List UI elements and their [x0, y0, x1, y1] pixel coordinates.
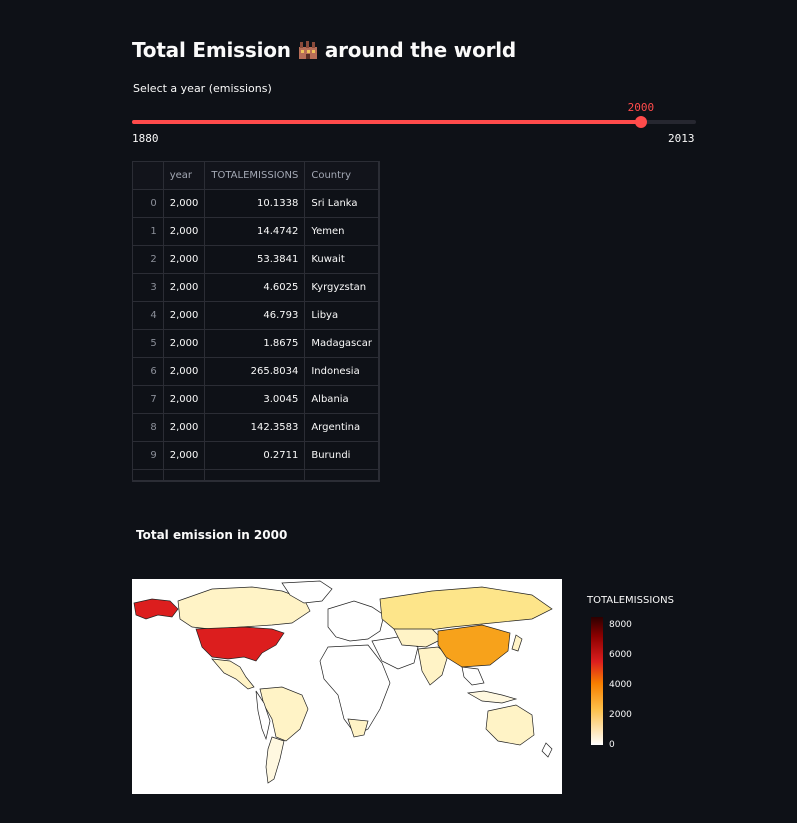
cell-emissions: 265.8034 [204, 357, 306, 386]
column-header-index[interactable] [133, 162, 164, 190]
data-table[interactable]: year TOTALEMISSIONS Country 0 2,000 10.133… [132, 161, 380, 482]
country-kazakhstan [393, 628, 443, 648]
table-header-row: year TOTALEMISSIONS Country [133, 162, 379, 190]
cell-year: 2,000 [163, 413, 206, 442]
cell-year: 2,000 [163, 189, 206, 218]
slider-label: Select a year (emissions) [133, 82, 272, 95]
row-index: 5 [133, 329, 164, 358]
cell-emissions: 0.2711 [204, 441, 306, 470]
cell-year: 2,000 [163, 301, 206, 330]
cell-empty [304, 469, 379, 481]
country-new-zealand [541, 742, 553, 758]
country-se-asia [461, 666, 485, 686]
cell-country: Indonesia [304, 357, 379, 386]
cell-emissions: 1.8675 [204, 329, 306, 358]
row-index: 0 [133, 189, 164, 218]
table-row-partial [133, 469, 379, 481]
cell-emissions: 142.3583 [204, 413, 306, 442]
factory-icon [297, 39, 319, 61]
cell-emissions: 10.1338 [204, 189, 306, 218]
country-indonesia [466, 690, 518, 704]
column-header-country[interactable]: Country [304, 162, 379, 190]
cell-empty [163, 469, 206, 481]
colorbar-tick: 8000 [609, 619, 632, 630]
table-row[interactable]: 8 2,000 142.3583 Argentina [133, 413, 379, 442]
cell-year: 2,000 [163, 385, 206, 414]
country-greenland [281, 580, 333, 604]
cell-emissions: 53.3841 [204, 245, 306, 274]
cell-year: 2,000 [163, 441, 206, 470]
country-europe [327, 600, 385, 642]
row-index: 1 [133, 217, 164, 246]
country-india [417, 646, 449, 686]
colorbar-tick: 6000 [609, 649, 632, 660]
slider-max-label: 2013 [668, 132, 695, 145]
table-row[interactable]: 6 2,000 265.8034 Indonesia [133, 357, 379, 386]
country-andes [255, 690, 271, 741]
column-header-emissions[interactable]: TOTALEMISSIONS [204, 162, 306, 190]
row-index: 9 [133, 441, 164, 470]
country-brazil [259, 686, 309, 742]
table-row[interactable]: 7 2,000 3.0045 Albania [133, 385, 379, 414]
row-index: 7 [133, 385, 164, 414]
cell-country: Madagascar [304, 329, 379, 358]
row-index: 3 [133, 273, 164, 302]
map-title: Total emission in 2000 [136, 528, 288, 542]
cell-country: Libya [304, 301, 379, 330]
column-header-year[interactable]: year [163, 162, 206, 190]
country-australia [485, 704, 535, 746]
table-row[interactable]: 4 2,000 46.793 Libya [133, 301, 379, 330]
cell-year: 2,000 [163, 217, 206, 246]
slider-fill [132, 120, 641, 124]
cell-empty [204, 469, 306, 481]
slider-value: 2000 [627, 101, 655, 114]
cell-emissions: 14.4742 [204, 217, 306, 246]
cell-emissions: 3.0045 [204, 385, 306, 414]
row-index: 8 [133, 413, 164, 442]
country-canada [177, 586, 311, 630]
table-row[interactable]: 3 2,000 4.6025 Kyrgyzstan [133, 273, 379, 302]
cell-emissions: 4.6025 [204, 273, 306, 302]
slider-thumb[interactable] [634, 116, 647, 128]
colorbar-tick: 2000 [609, 709, 632, 720]
country-alaska [133, 598, 179, 620]
table-row[interactable]: 0 2,000 10.1338 Sri Lanka [133, 189, 379, 218]
cell-year: 2,000 [163, 329, 206, 358]
table-row[interactable]: 9 2,000 0.2711 Burundi [133, 441, 379, 470]
cell-country: Yemen [304, 217, 379, 246]
colorbar [591, 617, 603, 745]
cell-country: Kuwait [304, 245, 379, 274]
cell-country: Argentina [304, 413, 379, 442]
country-japan [511, 634, 523, 652]
choropleth-map[interactable] [132, 579, 562, 794]
country-mexico [211, 658, 255, 690]
colorbar-tick: 4000 [609, 679, 632, 690]
cell-year: 2,000 [163, 357, 206, 386]
colorbar-tick: 0 [609, 740, 615, 750]
country-china [437, 624, 511, 668]
world-map [133, 580, 553, 784]
cell-country: Burundi [304, 441, 379, 470]
cell-country: Albania [304, 385, 379, 414]
cell-year: 2,000 [163, 273, 206, 302]
cell-empty [133, 469, 164, 481]
country-south-africa [347, 718, 369, 738]
country-argentina [265, 736, 285, 784]
cell-country: Kyrgyzstan [304, 273, 379, 302]
page-title: Total Emission around the world [132, 38, 517, 62]
row-index: 4 [133, 301, 164, 330]
table-row[interactable]: 1 2,000 14.4742 Yemen [133, 217, 379, 246]
country-russia [379, 586, 553, 632]
table-row[interactable]: 5 2,000 1.8675 Madagascar [133, 329, 379, 358]
country-usa [195, 626, 285, 662]
colorbar-title: TOTALEMISSIONS [587, 595, 674, 606]
cell-country: Sri Lanka [304, 189, 379, 218]
row-index: 6 [133, 357, 164, 386]
row-index: 2 [133, 245, 164, 274]
table-row[interactable]: 2 2,000 53.3841 Kuwait [133, 245, 379, 274]
slider-track[interactable] [132, 120, 696, 124]
slider-min-label: 1880 [132, 132, 159, 145]
cell-emissions: 46.793 [204, 301, 306, 330]
cell-year: 2,000 [163, 245, 206, 274]
